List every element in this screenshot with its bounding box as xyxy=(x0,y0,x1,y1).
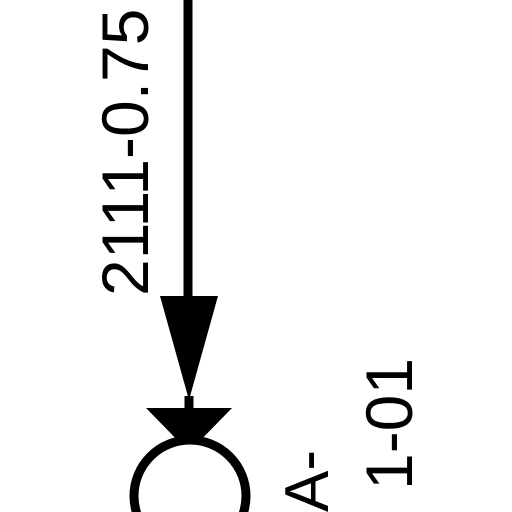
instrument-bubble xyxy=(129,435,251,512)
flow-arrowhead xyxy=(160,296,218,400)
tag-prefix: A- xyxy=(273,450,342,512)
valve-triangle-symbol xyxy=(146,408,232,452)
line-label: 2111-0.75 xyxy=(88,9,162,296)
tag-number: 1-01 xyxy=(352,358,426,490)
